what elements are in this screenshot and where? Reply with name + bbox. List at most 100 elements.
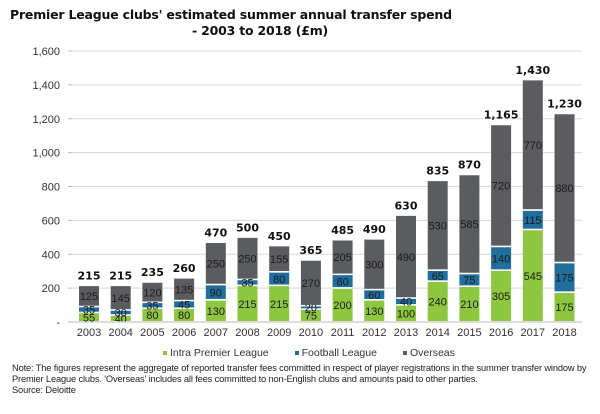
bar-segment <box>300 260 321 305</box>
segment-value-label: 75 <box>463 275 475 287</box>
segment-value-label: 135 <box>175 284 193 296</box>
segment-value-label: 130 <box>365 306 383 318</box>
bar-stack: 240 65 530 835 <box>426 165 449 321</box>
chart-title: Premier League clubs' estimated summer a… <box>10 7 480 39</box>
x-tick-label: 2007 <box>204 327 228 339</box>
segment-value-label: 35 <box>146 300 158 312</box>
bar-segment <box>522 229 543 321</box>
source-text: Source: Deloitte <box>12 385 76 395</box>
bar-segment <box>79 285 99 306</box>
y-axis-ticks: - 200 400 600 800 1,000 1,200 1,400 1,600 <box>32 46 72 329</box>
bar-segment <box>554 292 575 321</box>
bar-segment <box>110 310 131 315</box>
segment-value-label: 40 <box>115 314 127 326</box>
bar-segment <box>332 274 353 288</box>
bar-stack: 130 60 300 490 <box>363 223 386 321</box>
segment-value-label: 130 <box>207 306 225 318</box>
total-value-label: 835 <box>426 165 449 178</box>
y-tick-label: 400 <box>42 249 60 261</box>
legend-label: Football League <box>301 347 377 359</box>
segment-value-label: 145 <box>112 293 130 305</box>
bar-segment <box>142 308 163 321</box>
bars: 5535125215403014521580351202358045135260… <box>78 64 583 326</box>
y-tick-label: 1,200 <box>32 114 60 126</box>
segment-value-label: 270 <box>302 278 320 290</box>
x-tick-label: 2009 <box>267 327 291 339</box>
bar-segment <box>332 239 353 274</box>
bar-segment <box>332 288 353 321</box>
segment-value-label: 45 <box>178 300 190 312</box>
bar-segment <box>491 270 512 321</box>
x-tick-label: 2018 <box>552 327 576 339</box>
segment-value-label: 215 <box>270 299 288 311</box>
total-value-label: 260 <box>173 262 196 275</box>
bar-segment <box>396 305 416 321</box>
x-tick-label: 2008 <box>235 327 259 339</box>
y-tick-label: 800 <box>42 182 60 194</box>
legend-swatch <box>402 351 407 355</box>
bar-segment <box>522 79 543 210</box>
y-tick-label: 1,600 <box>32 46 60 58</box>
legend-swatch <box>294 351 299 355</box>
bar-stack: 305 140 720 1,165 <box>484 109 518 321</box>
bar-stack: 130 90 250 470 <box>204 226 228 321</box>
segment-value-label: 125 <box>80 291 98 303</box>
segment-value-label: 80 <box>178 310 190 322</box>
segment-value-label: 770 <box>524 140 542 152</box>
x-tick-label: 2004 <box>108 327 132 339</box>
x-tick-label: 2014 <box>425 327 449 339</box>
bar-segment <box>237 279 258 285</box>
segment-value-label: 300 <box>365 259 383 271</box>
x-tick-label: 2003 <box>77 327 101 339</box>
segment-value-label: 880 <box>555 183 573 195</box>
legend: Intra Premier League Football League Overs… <box>163 347 455 359</box>
total-value-label: 235 <box>141 266 164 279</box>
segment-value-label: 30 <box>115 308 127 320</box>
bar-segment <box>110 285 131 310</box>
total-value-label: 500 <box>236 221 259 234</box>
bar-segment <box>364 289 385 299</box>
legend-label: Intra Premier League <box>170 347 269 359</box>
footnote: Note: The figures represent the aggregat… <box>12 363 592 396</box>
x-axis: 2003 2004 2005 2006 2007 2008 2009 2010 2011 2012… <box>72 321 582 339</box>
legend-item: Football League <box>294 347 377 359</box>
segment-value-label: 80 <box>146 310 158 322</box>
segment-value-label: 35 <box>241 278 253 290</box>
y-tick-label: 200 <box>42 283 60 295</box>
x-tick-label: 2005 <box>140 327 164 339</box>
bar-segment <box>300 305 321 309</box>
bar-segment <box>364 239 385 289</box>
segment-value-label: 140 <box>492 253 510 265</box>
x-tick-label: 2015 <box>457 327 481 339</box>
segment-value-label: 720 <box>492 181 510 193</box>
note-text: Note: The figures represent the aggregat… <box>12 363 587 384</box>
bar-segment <box>79 306 99 312</box>
bar-segment <box>174 308 195 321</box>
segment-value-label: 205 <box>333 252 351 264</box>
chart-title-line-2: - 2003 to 2018 (£m) <box>191 23 329 38</box>
bar-segment <box>491 246 512 270</box>
total-value-label: 365 <box>299 244 322 257</box>
segment-value-label: 65 <box>432 271 444 283</box>
bar-segment <box>79 312 99 321</box>
total-value-label: 490 <box>363 223 386 236</box>
segment-value-label: 240 <box>429 297 447 309</box>
total-value-label: 1,430 <box>515 64 550 77</box>
bar-segment <box>269 285 290 321</box>
segment-value-label: 80 <box>273 274 285 286</box>
segment-value-label: 155 <box>270 254 288 266</box>
total-value-label: 1,230 <box>547 98 582 111</box>
bar-stack: 200 80 205 485 <box>331 224 354 321</box>
bar-segment <box>142 282 163 302</box>
segment-value-label: 55 <box>83 312 95 324</box>
segment-value-label: 305 <box>492 291 510 303</box>
total-value-label: 630 <box>395 199 418 212</box>
segment-value-label: 250 <box>238 253 256 265</box>
bar-segment <box>427 281 448 321</box>
